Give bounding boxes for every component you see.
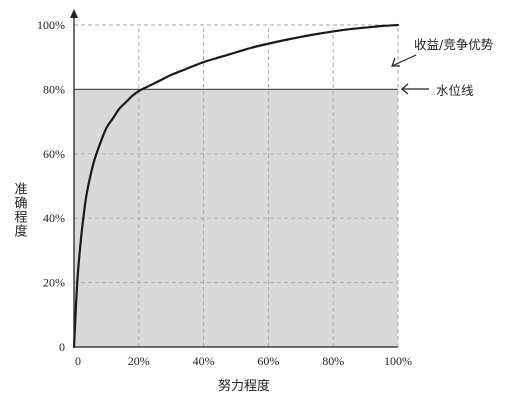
water-line-arrowhead bbox=[401, 83, 409, 95]
y-tick-label: 20% bbox=[43, 276, 65, 290]
y-tick-label: 40% bbox=[43, 211, 65, 225]
y-axis-arrowhead bbox=[70, 9, 78, 18]
water-line-annotation: 水位线 bbox=[436, 83, 474, 98]
series-line bbox=[72, 23, 400, 349]
benefit-annotation: 收益/竞争优势 bbox=[414, 37, 494, 52]
x-axis-label: 努力程度 bbox=[218, 378, 270, 394]
benefit-arrowhead bbox=[391, 57, 400, 67]
x-tick-label: 40% bbox=[193, 354, 215, 368]
y-tick-label: 80% bbox=[43, 82, 65, 96]
y-axis-label: 准确程度 bbox=[12, 182, 28, 238]
x-tick-label: 100% bbox=[384, 354, 412, 368]
x-tick-label: 0 bbox=[75, 354, 81, 368]
y-tick-label: 60% bbox=[43, 147, 65, 161]
x-tick-label: 80% bbox=[322, 354, 344, 368]
x-tick-label: 20% bbox=[128, 354, 150, 368]
benefit-arrow bbox=[391, 54, 417, 67]
y-tick-label: 100% bbox=[37, 18, 65, 32]
x-tick-label: 60% bbox=[257, 354, 279, 368]
y-tick-label: 0 bbox=[59, 340, 65, 354]
